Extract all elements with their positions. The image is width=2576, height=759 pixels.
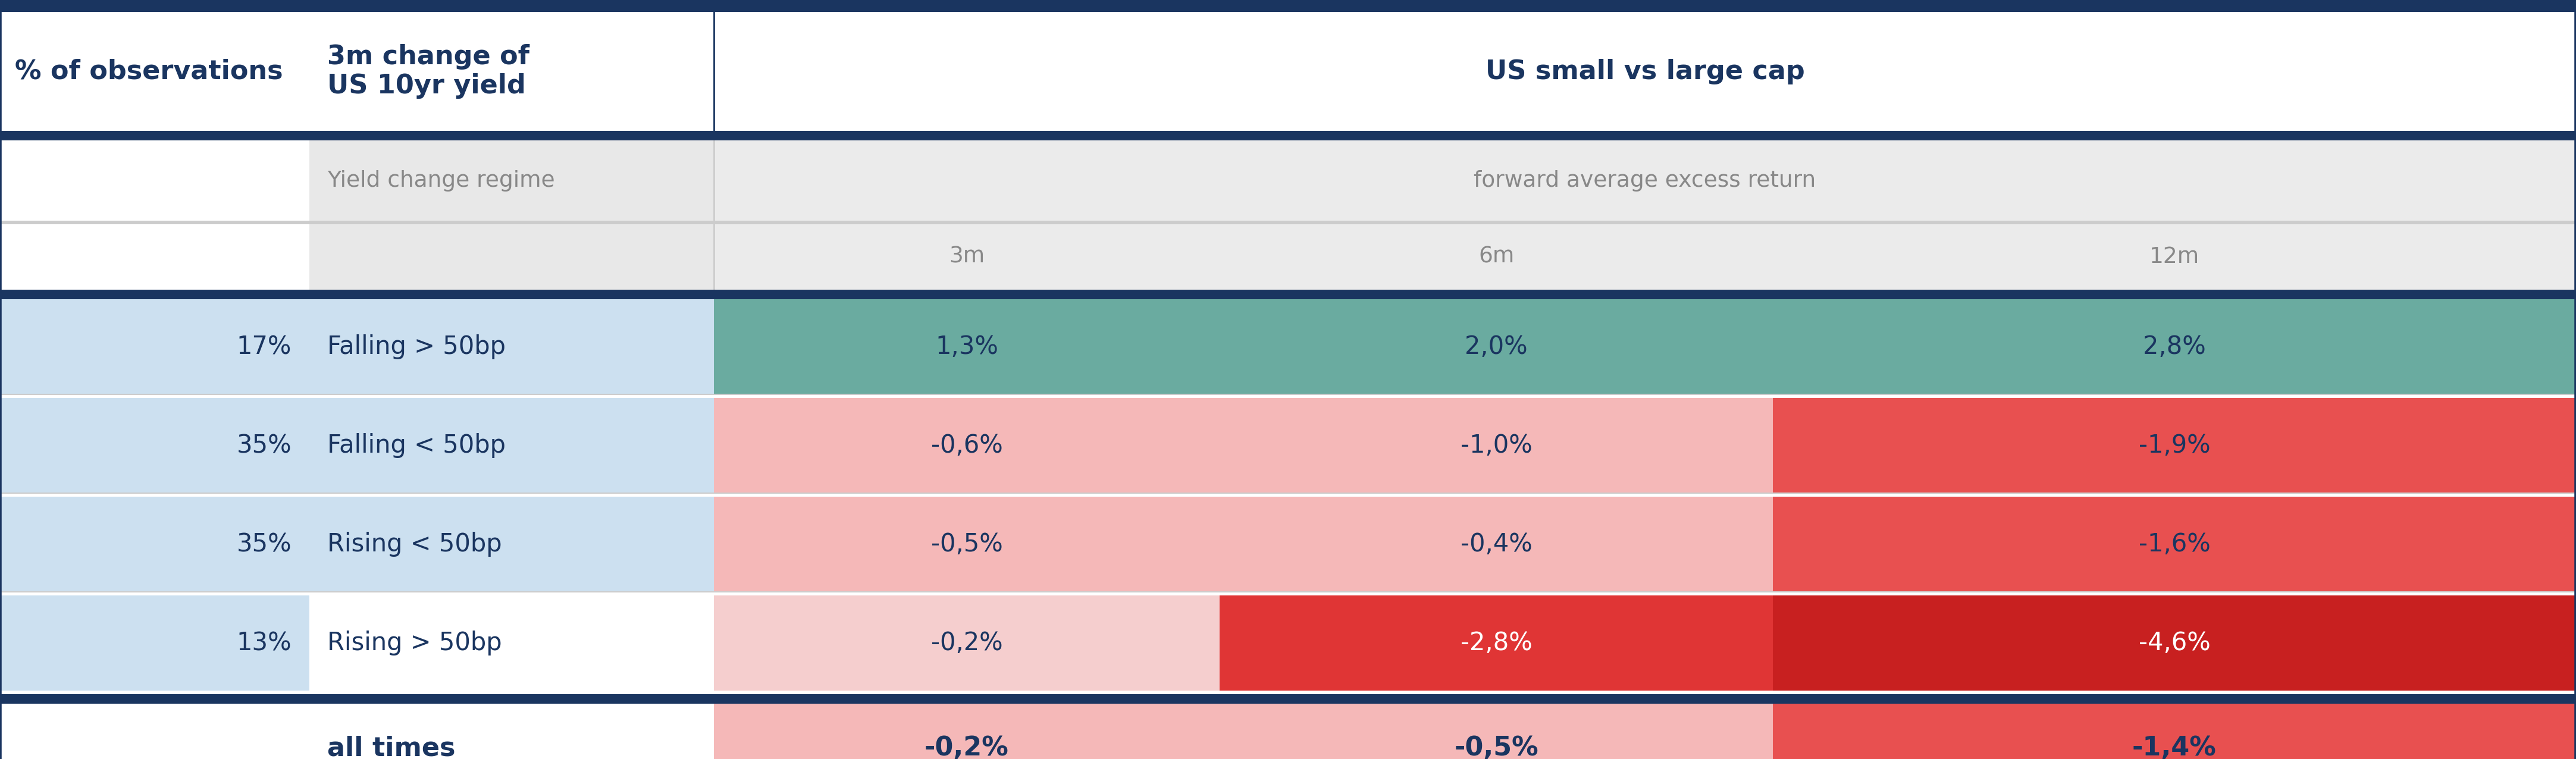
Text: Yield change regime: Yield change regime (327, 170, 554, 191)
Bar (1772, 595, 2576, 691)
Bar (0, 398, 309, 493)
Bar (0, 595, 309, 691)
Bar (0, 299, 309, 395)
Text: -1,6%: -1,6% (2138, 532, 2210, 557)
Text: -1,0%: -1,0% (1461, 433, 1533, 458)
Bar (1218, 704, 1772, 759)
Text: -0,6%: -0,6% (930, 433, 1002, 458)
Bar (714, 398, 1218, 493)
Bar (309, 224, 714, 290)
Bar (0, 496, 309, 592)
Text: forward average excess return: forward average excess return (1473, 170, 1816, 191)
Text: -0,4%: -0,4% (1461, 532, 1533, 557)
Bar (0, 131, 2576, 140)
Bar (309, 299, 714, 395)
Bar (1218, 398, 1772, 493)
Bar (714, 224, 2576, 290)
Text: -1,4%: -1,4% (2133, 735, 2215, 759)
Text: 2,8%: 2,8% (2143, 334, 2205, 359)
Bar (0, 224, 309, 290)
Bar (1772, 496, 2576, 592)
Text: -0,5%: -0,5% (1453, 735, 1538, 759)
Text: 12m: 12m (2148, 246, 2200, 268)
Bar (1772, 398, 2576, 493)
Bar (1218, 496, 1772, 592)
Bar (714, 704, 1218, 759)
Text: -2,8%: -2,8% (1461, 631, 1533, 656)
Text: 35%: 35% (237, 532, 291, 557)
Text: -0,5%: -0,5% (930, 532, 1002, 557)
Bar (1772, 704, 2576, 759)
Bar (0, 694, 2576, 704)
Text: % of observations: % of observations (15, 58, 283, 84)
Text: 3m change of
US 10yr yield: 3m change of US 10yr yield (327, 44, 531, 99)
Bar (309, 496, 714, 592)
Text: Falling < 50bp: Falling < 50bp (327, 433, 505, 458)
Bar (0, 140, 309, 221)
Bar (0, 704, 309, 759)
Text: -1,9%: -1,9% (2138, 433, 2210, 458)
Text: all times: all times (327, 735, 456, 759)
Text: US small vs large cap: US small vs large cap (1486, 58, 1806, 84)
Text: -0,2%: -0,2% (925, 735, 1010, 759)
Bar (0, 12, 2576, 131)
Bar (0, 0, 2576, 12)
Bar (309, 140, 714, 221)
Bar (1218, 299, 1772, 395)
Text: 17%: 17% (237, 334, 291, 359)
Text: Rising > 50bp: Rising > 50bp (327, 631, 502, 656)
Text: 1,3%: 1,3% (935, 334, 999, 359)
Text: 2,0%: 2,0% (1466, 334, 1528, 359)
Text: -0,2%: -0,2% (930, 631, 1002, 656)
Bar (309, 595, 714, 691)
Text: Rising < 50bp: Rising < 50bp (327, 532, 502, 557)
Bar (1218, 595, 1772, 691)
Text: 3m: 3m (948, 246, 984, 268)
Text: Falling > 50bp: Falling > 50bp (327, 334, 505, 359)
Text: 13%: 13% (237, 631, 291, 656)
Bar (714, 496, 1218, 592)
Bar (714, 140, 2576, 221)
Bar (0, 290, 2576, 299)
Text: 6m: 6m (1479, 246, 1515, 268)
Bar (309, 704, 714, 759)
Bar (1772, 299, 2576, 395)
Text: -4,6%: -4,6% (2138, 631, 2210, 656)
Bar (0, 221, 2576, 224)
Bar (714, 299, 1218, 395)
Bar (714, 595, 1218, 691)
Bar (309, 398, 714, 493)
Text: 35%: 35% (237, 433, 291, 458)
